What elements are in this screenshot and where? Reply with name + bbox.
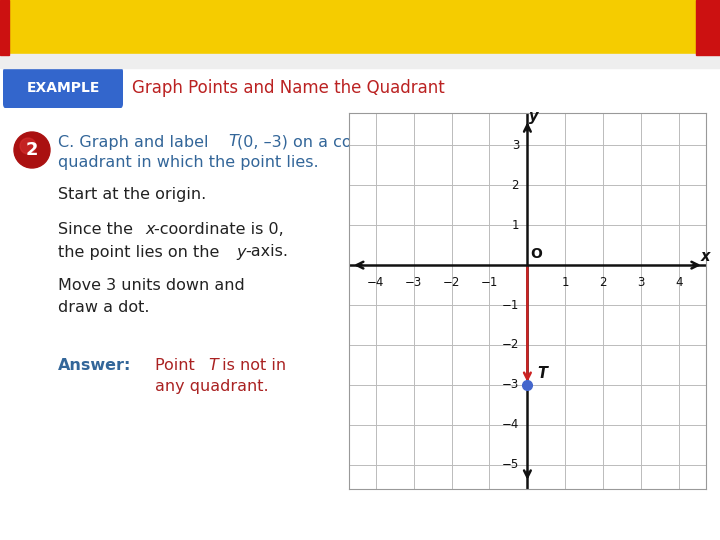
Text: −1: −1 — [502, 299, 519, 312]
Text: any quadrant.: any quadrant. — [155, 380, 269, 395]
Text: EXAMPLE: EXAMPLE — [27, 81, 99, 94]
Text: -coordinate is 0,: -coordinate is 0, — [154, 222, 284, 238]
Text: Since the: Since the — [58, 222, 138, 238]
Text: 4: 4 — [675, 276, 683, 289]
Circle shape — [20, 138, 36, 154]
Text: −4: −4 — [502, 418, 519, 431]
FancyBboxPatch shape — [8, 5, 78, 51]
Text: 3: 3 — [512, 139, 519, 152]
Text: 1: 1 — [562, 276, 569, 289]
Text: x: x — [700, 249, 709, 264]
Text: is not in: is not in — [217, 357, 286, 373]
Text: O: O — [530, 247, 541, 261]
Text: x: x — [145, 222, 155, 238]
Text: Answer:: Answer: — [58, 357, 131, 373]
Text: Start at the origin.: Start at the origin. — [58, 187, 206, 202]
Text: Point: Point — [155, 357, 200, 373]
Text: -axis.: -axis. — [245, 245, 288, 260]
Text: −5: −5 — [502, 458, 519, 471]
Text: T: T — [208, 357, 217, 373]
Text: C. Graph and label: C. Graph and label — [58, 134, 214, 150]
Text: the point lies on the: the point lies on the — [58, 245, 225, 260]
FancyBboxPatch shape — [3, 66, 123, 109]
Text: draw a dot.: draw a dot. — [58, 300, 150, 314]
Text: −1: −1 — [481, 276, 498, 289]
Text: 2-6: 2-6 — [29, 21, 57, 36]
Text: −3: −3 — [502, 379, 519, 392]
Text: −2: −2 — [443, 276, 460, 289]
Text: The Coordinate System: The Coordinate System — [88, 19, 307, 37]
Text: −2: −2 — [502, 339, 519, 352]
Text: −4: −4 — [367, 276, 384, 289]
Text: 2: 2 — [600, 276, 607, 289]
Text: 2: 2 — [26, 141, 38, 159]
Text: 1: 1 — [511, 219, 519, 232]
Circle shape — [14, 132, 50, 168]
Text: quadrant in which the point lies.: quadrant in which the point lies. — [58, 156, 319, 171]
Text: T: T — [228, 134, 238, 150]
Text: −3: −3 — [405, 276, 423, 289]
Text: Graph Points and Name the Quadrant: Graph Points and Name the Quadrant — [132, 79, 445, 97]
Text: (0, –3) on a coordinate plane.  Name the: (0, –3) on a coordinate plane. Name the — [237, 134, 563, 150]
Text: y: y — [236, 245, 246, 260]
Text: 2: 2 — [511, 179, 519, 192]
Text: Move 3 units down and: Move 3 units down and — [58, 278, 245, 293]
Text: y: y — [529, 109, 539, 124]
Text: T: T — [537, 366, 547, 381]
Text: 3: 3 — [637, 276, 645, 289]
